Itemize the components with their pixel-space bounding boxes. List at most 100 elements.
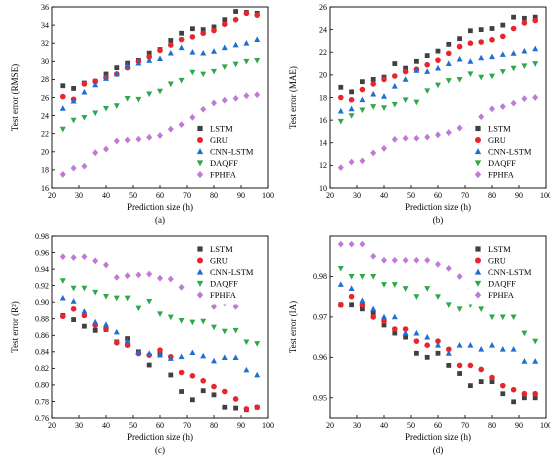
y-tick-label: 0.96 <box>313 353 327 362</box>
series-cnn-lstm <box>59 36 261 111</box>
legend-marker <box>197 257 203 264</box>
data-point <box>243 92 250 100</box>
data-point <box>135 59 142 66</box>
data-point <box>146 350 153 356</box>
data-point <box>337 164 344 172</box>
data-point <box>370 274 377 280</box>
data-point <box>221 64 228 70</box>
data-point <box>381 76 387 83</box>
x-tick-label: 100 <box>540 191 550 200</box>
data-point <box>489 374 495 381</box>
data-point <box>81 115 88 121</box>
data-point <box>511 14 516 20</box>
data-point <box>435 64 441 71</box>
legend-label: DAQFF <box>488 158 516 168</box>
data-point <box>337 265 344 272</box>
data-point <box>189 34 196 40</box>
data-point <box>103 145 109 153</box>
data-point <box>157 132 163 139</box>
data-point <box>521 20 528 26</box>
data-point <box>391 101 398 108</box>
data-point <box>510 65 517 72</box>
legend-marker <box>474 170 482 179</box>
data-point <box>243 339 250 346</box>
chart-panel-4: 20 30 40 50 60 70 80 90 100 0.95 0.96 0.97 0.98 Predi… <box>288 235 550 455</box>
data-point <box>532 45 539 52</box>
x-tick-label: 90 <box>237 191 245 200</box>
data-point <box>200 388 206 394</box>
data-point <box>435 338 441 344</box>
data-point <box>178 369 185 376</box>
y-axis-label: Test error (IA) <box>288 301 298 353</box>
series-fphfa <box>59 91 261 178</box>
data-point <box>413 67 420 73</box>
data-point <box>146 91 153 98</box>
data-point <box>178 36 185 43</box>
data-point <box>338 94 344 101</box>
data-point <box>468 28 473 34</box>
data-point <box>189 373 196 379</box>
data-point <box>135 349 142 356</box>
data-point <box>81 285 88 292</box>
data-point <box>92 149 99 157</box>
data-point <box>489 314 495 321</box>
data-point <box>168 42 174 48</box>
data-point <box>211 27 217 34</box>
data-point <box>467 58 474 64</box>
data-point <box>445 78 452 84</box>
data-point <box>391 313 398 320</box>
data-point <box>456 306 463 312</box>
data-point <box>190 397 195 403</box>
data-point <box>381 93 387 99</box>
data-point <box>221 44 228 51</box>
data-point <box>189 349 196 356</box>
legend-label: CNN-LSTM <box>210 267 254 277</box>
data-point <box>135 271 142 279</box>
data-point <box>370 81 377 87</box>
data-point <box>254 36 261 42</box>
data-point <box>392 61 398 66</box>
x-tick-label: 30 <box>353 421 361 430</box>
series-gru <box>338 17 538 103</box>
data-point <box>81 162 88 170</box>
x-tick-label: 50 <box>407 191 415 200</box>
data-point <box>70 298 77 304</box>
data-point <box>233 405 238 411</box>
y-tick-label: 0.76 <box>35 414 49 423</box>
data-point <box>167 125 174 133</box>
data-point <box>445 60 452 66</box>
data-point <box>124 96 131 102</box>
data-point <box>254 12 260 18</box>
data-point <box>349 302 354 308</box>
data-point <box>424 53 430 59</box>
data-point <box>222 404 228 410</box>
data-point <box>424 354 430 360</box>
data-point <box>178 44 185 51</box>
data-point <box>254 91 261 99</box>
x-axis-label: Prediction size (h) <box>127 202 193 212</box>
x-tick-label: 40 <box>102 421 110 430</box>
data-point <box>402 68 409 75</box>
data-point <box>168 372 174 378</box>
legend-marker <box>474 291 482 299</box>
data-point <box>59 278 66 284</box>
data-point <box>348 274 355 280</box>
data-point <box>532 94 539 101</box>
legend-label: LSTM <box>488 244 511 254</box>
series-daqff <box>59 278 261 347</box>
y-axis-label: Test error (RMSE) <box>10 64 20 131</box>
x-tick-label: 90 <box>515 421 523 430</box>
data-point <box>200 377 206 384</box>
data-point <box>70 97 77 104</box>
data-point <box>348 105 355 112</box>
data-point <box>60 313 66 320</box>
data-point <box>338 84 344 90</box>
data-point <box>370 149 377 157</box>
data-point <box>359 107 366 114</box>
data-point <box>500 22 506 28</box>
data-point <box>113 137 120 145</box>
data-point <box>381 145 387 152</box>
data-point <box>232 16 239 23</box>
data-point <box>402 326 409 332</box>
data-point <box>489 73 495 80</box>
